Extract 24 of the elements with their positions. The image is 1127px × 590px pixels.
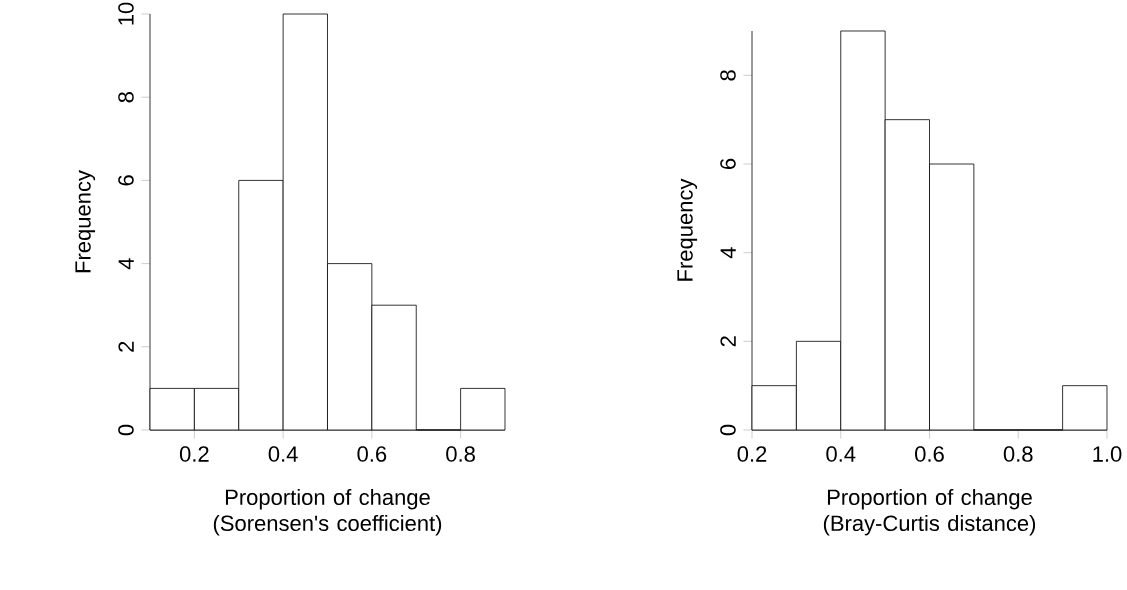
x-tick-label: 0.6 [915,446,944,462]
y-tick-label: 2 [720,336,736,347]
x-tick-label: 0.2 [179,446,209,462]
y-tick-label: 2 [118,341,134,352]
y-tick-label: 8 [720,70,736,81]
x-tick-label: 0.2 [737,446,767,462]
y-axis-title: Frequency [677,178,698,281]
x-tick-label: 0.8 [446,446,475,462]
x-axis-title: Proportion of change (Bray-Curtis distance) [823,488,1036,536]
x-axis-title: Proportion of change (Sorensen's coefficient) [213,488,442,536]
y-tick-label: 6 [720,158,736,169]
x-tick-label: 0.4 [268,446,298,462]
y-tick-label: 4 [118,258,134,270]
y-tick-label: 0 [118,424,134,436]
x-tick-label: 0.4 [826,446,856,462]
x-tick-label: 0.6 [357,446,387,462]
y-tick-label: 4 [720,247,736,259]
y-tick-label: 0 [720,424,736,436]
y-tick-label: 6 [118,175,134,186]
x-tick-label: 0.8 [1003,446,1033,462]
y-tick-label: 8 [118,92,134,103]
x-tick-label: 1.0 [1093,446,1122,462]
y-axis-title: Frequency [75,170,96,273]
y-tick-label: 10 [118,2,134,25]
